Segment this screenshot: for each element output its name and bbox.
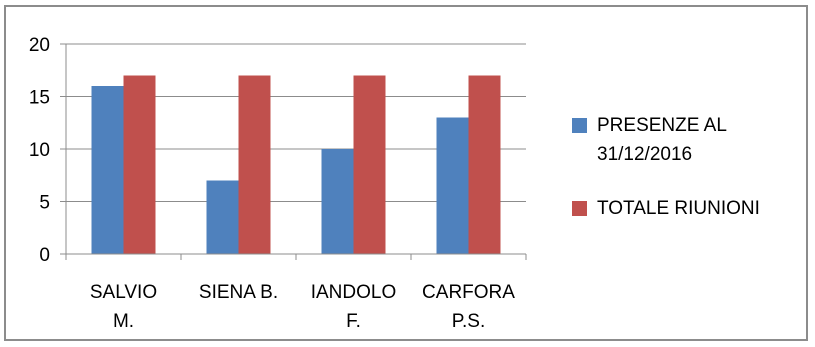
legend-label: PRESENZE AL (597, 115, 727, 136)
legend: PRESENZE AL 31/12/2016 TOTALE RIUNIONI (572, 115, 760, 219)
bar-series-1 (436, 117, 469, 254)
x-category-labels: SALVIO M. SIENA B. IANDOLO F. CARFORA P.S. (90, 282, 515, 332)
x-category-label: CARFORA (422, 282, 515, 303)
y-tick-label: 10 (29, 140, 50, 161)
x-category-label: SALVIO (90, 282, 157, 303)
legend-label: 31/12/2016 (597, 144, 692, 165)
bar-series-1 (91, 86, 124, 254)
bar-series-1 (206, 180, 239, 254)
x-category-label: M. (113, 311, 134, 332)
x-category-label: IANDOLO (311, 282, 397, 303)
y-tick-label: 20 (29, 35, 50, 56)
bar-series-2 (238, 75, 271, 254)
legend-swatch (572, 201, 587, 216)
y-tick-labels: 0 5 10 15 20 (29, 35, 50, 266)
bar-series-2 (353, 75, 386, 254)
y-tick-label: 15 (29, 88, 50, 109)
axes (60, 43, 527, 260)
x-category-label: P.S. (452, 311, 485, 332)
x-category-label: SIENA B. (199, 282, 278, 303)
bars (91, 75, 501, 254)
legend-swatch (572, 118, 587, 133)
bar-series-1 (321, 149, 354, 254)
x-category-label: F. (346, 311, 361, 332)
bar-series-2 (468, 75, 501, 254)
legend-label: TOTALE RIUNIONI (597, 198, 760, 219)
y-tick-label: 5 (39, 193, 50, 214)
y-tick-label: 0 (39, 245, 50, 266)
bar-series-2 (123, 75, 156, 254)
